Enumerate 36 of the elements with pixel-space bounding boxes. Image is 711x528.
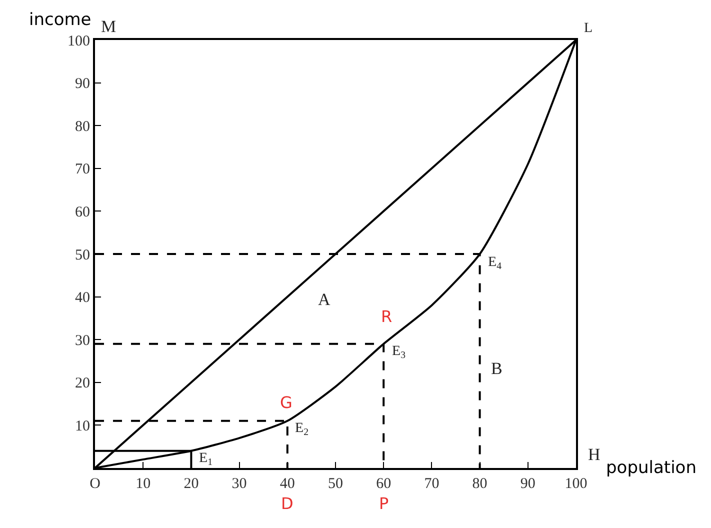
x-tick-label: 60 bbox=[376, 476, 392, 492]
annotation: B bbox=[491, 359, 502, 378]
annotation: E$_{3}$ bbox=[392, 344, 406, 361]
x-tick-label: 40 bbox=[280, 476, 295, 492]
x-tick-label: 90 bbox=[520, 476, 536, 492]
y-tick-label: 30 bbox=[75, 332, 90, 349]
x-axis-title: population bbox=[606, 458, 696, 478]
x-tick-label: 10 bbox=[136, 476, 151, 492]
annotation: P bbox=[379, 494, 389, 513]
y-tick-label: 50 bbox=[75, 247, 90, 264]
annotation: A bbox=[318, 290, 331, 309]
y-tick-label: 70 bbox=[75, 162, 90, 178]
annotation: L bbox=[584, 21, 593, 36]
y-tick-label: 60 bbox=[75, 204, 90, 220]
y-tick-label: 20 bbox=[75, 376, 90, 392]
text: M bbox=[101, 17, 116, 36]
x-tick-label: 50 bbox=[328, 476, 343, 492]
y-tick-label: 40 bbox=[75, 290, 90, 306]
text: H bbox=[588, 445, 600, 464]
y-tick-label: 80 bbox=[75, 118, 90, 135]
x-tick-label: 70 bbox=[424, 476, 440, 492]
y-tick-label: 90 bbox=[75, 76, 90, 92]
x-tick-label: 80 bbox=[472, 476, 488, 492]
annotation: E$_{1}$ bbox=[199, 451, 213, 468]
x-tick-label: 20 bbox=[184, 476, 199, 492]
annotation: D bbox=[281, 494, 294, 513]
annotation: E$_{4}$ bbox=[488, 255, 502, 272]
y-axis-title: income bbox=[29, 10, 92, 30]
annotation: G bbox=[280, 393, 292, 412]
y-tick-label: 10 bbox=[75, 418, 90, 434]
x-tick-label: 30 bbox=[232, 476, 247, 492]
annotation: R bbox=[381, 307, 392, 326]
y-tick-label: 100 bbox=[68, 33, 90, 50]
x-tick-label: O bbox=[90, 476, 101, 492]
annotation: E$_{2}$ bbox=[295, 421, 309, 438]
x-tick-label: 100 bbox=[564, 476, 588, 492]
